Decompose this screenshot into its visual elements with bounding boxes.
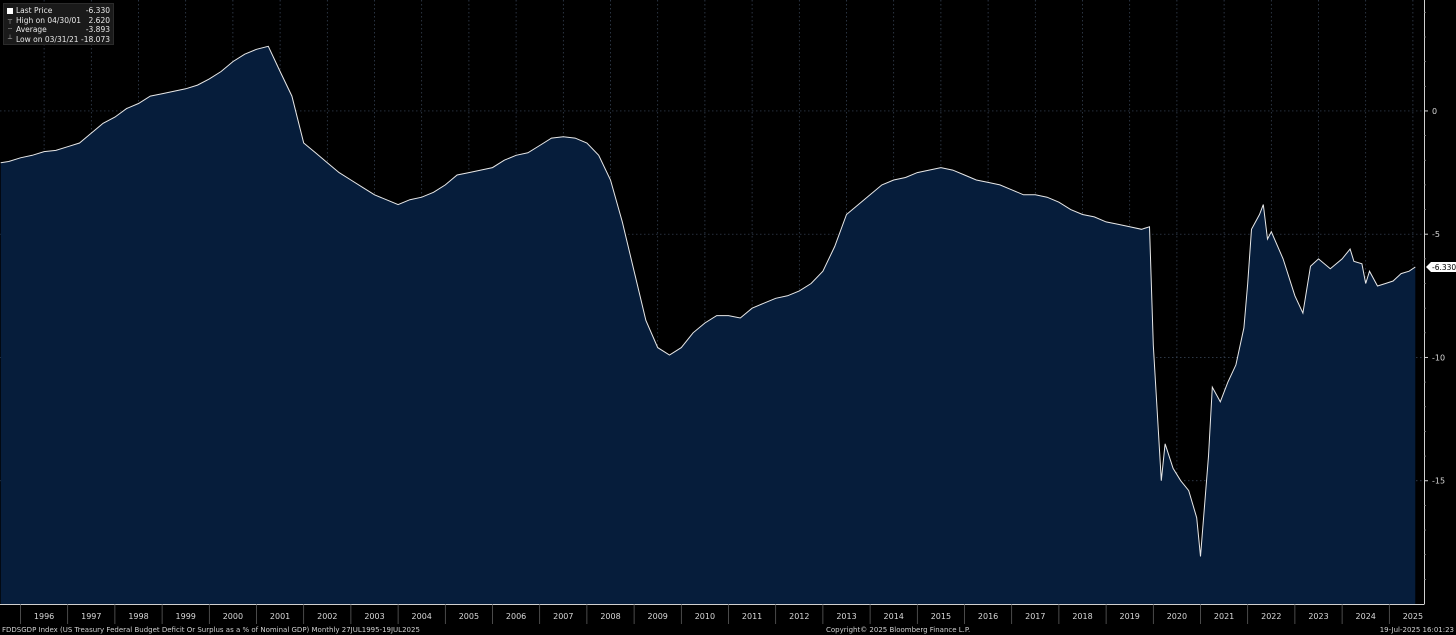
x-tick-label: 1997 — [81, 612, 101, 621]
high-marker-icon: ┬ — [7, 15, 13, 24]
x-tick-label: 2012 — [789, 612, 809, 621]
legend-row-high: ┬ High on 04/30/01 2.620 — [7, 16, 110, 26]
legend-row-last-price: Last Price -6.330 — [7, 6, 110, 16]
x-tick-label: 2018 — [1072, 612, 1092, 621]
legend-row-low: ┴ Low on 03/31/21 -18.073 — [7, 35, 110, 45]
x-tick-label: 2019 — [1120, 612, 1140, 621]
x-tick-label: 2003 — [364, 612, 384, 621]
x-tick-label: 1998 — [128, 612, 148, 621]
x-tick-label: 2008 — [600, 612, 620, 621]
x-tick-label: 2005 — [459, 612, 479, 621]
x-tick-label: 2007 — [553, 612, 573, 621]
legend-label: Last Price — [16, 6, 53, 15]
x-tick-label: 2022 — [1261, 612, 1281, 621]
x-tick-label: 2010 — [695, 612, 715, 621]
series-line-last-price — [0, 45, 1416, 557]
x-tick-label: 2025 — [1403, 612, 1423, 621]
series-area — [0, 46, 1416, 605]
legend-label: High on 04/30/01 — [16, 15, 82, 25]
footer: FDDSGDP Index (US Treasury Federal Budge… — [0, 626, 1456, 635]
legend-value: 2.620 — [88, 15, 110, 25]
last-price-badge-label: -6.330 — [1432, 263, 1456, 272]
x-tick-label: 2011 — [742, 612, 762, 621]
legend-row-average: ╌ Average -3.893 — [7, 25, 110, 35]
footer-copyright: Copyright© 2025 Bloomberg Finance L.P. — [826, 626, 971, 634]
y-tick-label: -15 — [1432, 477, 1445, 486]
y-tick-label: 0 — [1432, 107, 1437, 116]
legend-value: -18.073 — [81, 34, 110, 44]
x-tick-label: 1996 — [34, 612, 54, 621]
footer-timestamp: 19-Jul-2025 16:01:23 — [1379, 626, 1454, 634]
area-layer — [0, 45, 1416, 605]
legend: Last Price -6.330 ┬ High on 04/30/01 2.62… — [3, 3, 114, 45]
x-tick-label: 2001 — [270, 612, 290, 621]
x-tick-label: 2016 — [978, 612, 998, 621]
x-tick-label: 2000 — [223, 612, 243, 621]
legend-label: Average — [16, 25, 47, 34]
y-tick-label: -5 — [1432, 230, 1440, 239]
legend-swatch-icon — [7, 7, 13, 14]
footer-security-description: FDDSGDP Index (US Treasury Federal Budge… — [2, 626, 420, 634]
x-tick-label: 2015 — [931, 612, 951, 621]
x-tick-label: 2009 — [648, 612, 668, 621]
x-tick-label: 2023 — [1308, 612, 1328, 621]
x-tick-label: 2006 — [506, 612, 526, 621]
x-tick-label: 2021 — [1214, 612, 1234, 621]
x-tick-label: 2020 — [1167, 612, 1187, 621]
last-price-badge — [1426, 261, 1456, 272]
average-marker-icon: ╌ — [7, 25, 13, 33]
legend-value: -6.330 — [85, 6, 110, 15]
x-tick-label: 2013 — [836, 612, 856, 621]
x-tick-label: 2004 — [412, 612, 432, 621]
x-tick-label: 2024 — [1356, 612, 1376, 621]
x-tick-label: 2002 — [317, 612, 337, 621]
x-tick-label: 2014 — [884, 612, 904, 621]
x-tick-label: 1999 — [176, 612, 196, 621]
x-tick-label: 2017 — [1025, 612, 1045, 621]
legend-value: -3.893 — [85, 25, 110, 34]
y-tick-label: -10 — [1432, 353, 1445, 362]
low-marker-icon: ┴ — [7, 34, 13, 43]
legend-label: Low on 03/31/21 — [16, 34, 79, 44]
